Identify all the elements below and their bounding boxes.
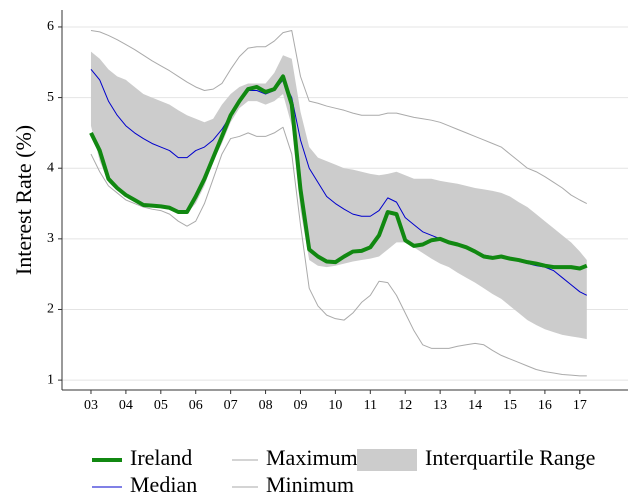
series-line: [90, 126, 587, 377]
interquartile-band: [90, 51, 587, 340]
x-tick-label: 17: [573, 398, 587, 413]
legend-label: Median: [130, 472, 197, 497]
x-tick-label: 12: [398, 398, 412, 413]
y-tick-label: 4: [47, 160, 54, 175]
legend-label: Interquartile Range: [425, 445, 595, 470]
x-tick-label: 06: [189, 398, 203, 413]
x-tick-label: 11: [364, 398, 377, 413]
y-tick-label: 2: [47, 302, 54, 317]
x-tick-label: 07: [224, 398, 238, 413]
x-tick-label: 15: [503, 398, 517, 413]
x-tick-label: 05: [154, 398, 168, 413]
x-tick-label: 03: [84, 398, 98, 413]
x-tick-label: 08: [259, 398, 273, 413]
x-tick-label: 04: [119, 398, 133, 413]
series-line: [89, 74, 588, 271]
y-tick-label: 3: [47, 231, 54, 246]
legend-label: Ireland: [130, 445, 192, 470]
x-tick-label: 10: [328, 398, 342, 413]
legend-label: Minimum: [266, 472, 354, 497]
x-tick-label: 09: [293, 398, 307, 413]
legend-swatch: [357, 449, 417, 471]
x-tick-label: 14: [468, 398, 482, 413]
x-tick-label: 16: [538, 398, 552, 413]
y-tick-label: 1: [47, 372, 54, 387]
y-tick-label: 5: [47, 90, 54, 105]
y-axis-label: Interest Rate (%): [11, 125, 36, 275]
y-tick-label: 6: [47, 19, 54, 34]
x-tick-label: 13: [433, 398, 447, 413]
series-line: [90, 29, 588, 204]
legend-label: Maximum: [266, 445, 358, 470]
